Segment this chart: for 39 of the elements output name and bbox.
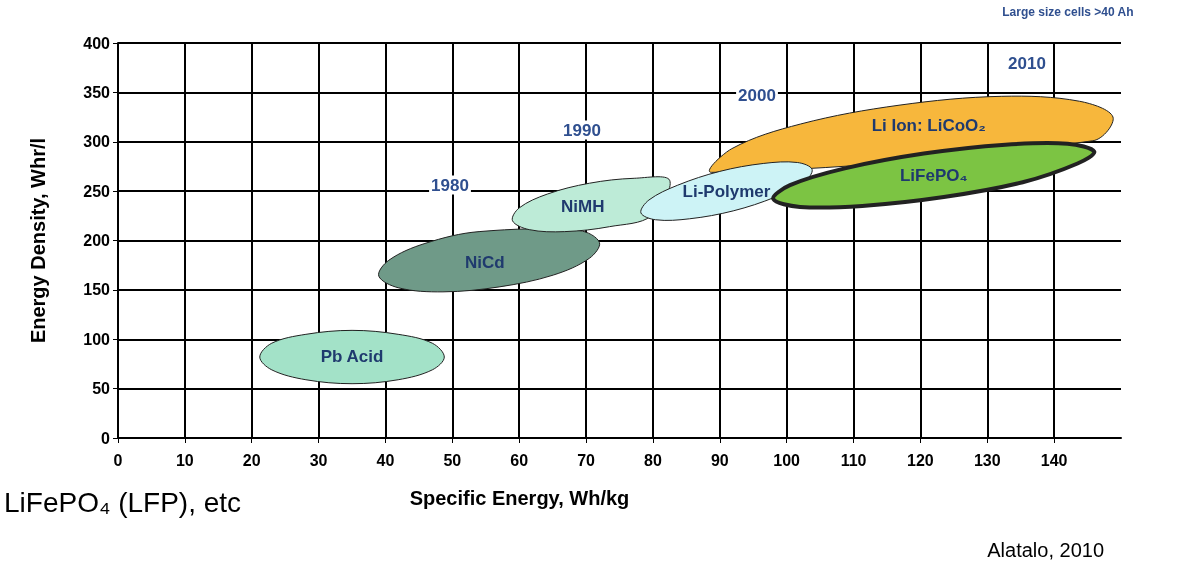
y-axis-title: Energy Density, Whr/l bbox=[27, 137, 49, 344]
series-label: Pb Acid bbox=[320, 347, 384, 367]
x-tick-label: 10 bbox=[175, 451, 194, 469]
x-tick-label: 20 bbox=[242, 451, 261, 469]
annotation: 1980 bbox=[431, 175, 469, 195]
x-tick-label: 140 bbox=[1040, 451, 1068, 469]
x-tick-label: 40 bbox=[376, 451, 395, 469]
y-tick-label: 400 bbox=[83, 34, 111, 52]
text: LiFePO₄ (LFP), etc bbox=[4, 486, 242, 518]
text: Large size cells >40 Ah bbox=[1002, 5, 1134, 19]
y-tick-label: 100 bbox=[83, 330, 111, 348]
y-tick-label: 300 bbox=[83, 133, 111, 151]
y-tick-label: 350 bbox=[83, 83, 111, 101]
text: Alatalo, 2010 bbox=[987, 539, 1105, 561]
x-tick-label: 100 bbox=[773, 451, 801, 469]
series-label: NiCd bbox=[465, 252, 505, 272]
x-tick-label: 90 bbox=[710, 451, 729, 469]
y-tick-label: 250 bbox=[83, 182, 111, 200]
annotation: 2010 bbox=[1008, 53, 1046, 73]
x-axis-title: Specific Energy, Wh/kg bbox=[409, 487, 630, 509]
y-tick-label: 0 bbox=[101, 429, 111, 447]
series-label: LiFePO₄ bbox=[899, 165, 968, 185]
x-tick-label: 30 bbox=[309, 451, 328, 469]
x-tick-label: 60 bbox=[510, 451, 529, 469]
annotation: 2000 bbox=[738, 85, 776, 105]
series-label: Li-Polymer bbox=[682, 181, 771, 201]
y-tick-label: 200 bbox=[83, 232, 111, 249]
x-tick-label: 120 bbox=[907, 451, 934, 469]
annotation: 1990 bbox=[563, 120, 601, 140]
x-tick-label: 0 bbox=[113, 451, 123, 469]
x-tick-label: 110 bbox=[840, 451, 867, 469]
x-tick-label: 130 bbox=[973, 451, 1001, 469]
x-tick-label: 70 bbox=[577, 451, 596, 469]
x-tick-label: 80 bbox=[644, 451, 662, 469]
y-tick-label: 150 bbox=[83, 281, 111, 299]
series-label: NiMH bbox=[561, 197, 605, 217]
series-label: Li Ion: LiCoO₂ bbox=[871, 116, 986, 136]
x-tick-label: 50 bbox=[443, 451, 462, 469]
y-tick-label: 50 bbox=[92, 380, 111, 398]
